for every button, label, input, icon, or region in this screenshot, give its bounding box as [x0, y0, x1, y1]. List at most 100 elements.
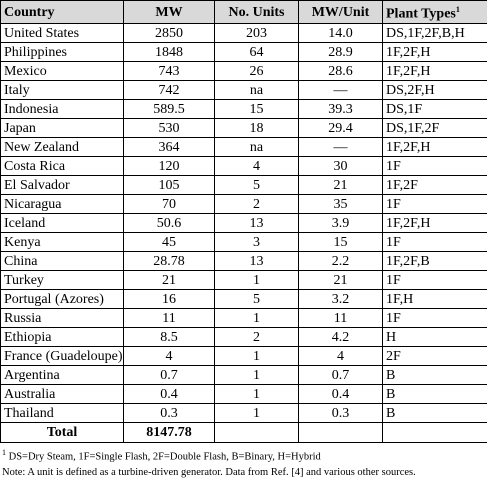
table-row: Portugal (Azores) 16 5 3.2 1F,H — [0, 289, 487, 309]
table-cell: Costa Rica — [0, 156, 124, 176]
table-cell: na — [214, 137, 299, 157]
table-cell: 4 — [298, 346, 383, 366]
header-text: Plant Types — [386, 6, 456, 22]
table-cell: 2.2 — [298, 251, 383, 271]
table-cell: Indonesia — [0, 99, 124, 119]
table-cell: Ethiopia — [0, 327, 124, 347]
table-row: Thailand 0.3 1 0.3 B — [0, 403, 487, 423]
header-row: Country MW No. Units MW/Unit Plant Types… — [0, 0, 487, 24]
table-cell: 0.3 — [123, 403, 215, 423]
table-cell: 1F — [382, 194, 487, 214]
table-row: Indonesia 589.5 15 39.3 DS,1F — [0, 99, 487, 119]
footnote-text: DS=Dry Steam, 1F=Single Flash, 2F=Double… — [8, 451, 321, 463]
table-cell: 14.0 — [298, 23, 383, 43]
table-row: China 28.78 13 2.2 1F,2F,B — [0, 251, 487, 271]
table-cell: 4 — [214, 156, 299, 176]
table-cell: 1F,2F,H — [382, 213, 487, 233]
table-row: France (Guadeloupe) 4 1 4 2F — [0, 346, 487, 366]
table-cell: New Zealand — [0, 137, 124, 157]
table-cell: 21 — [123, 270, 215, 290]
table-cell: 21 — [298, 270, 383, 290]
table-cell: 18 — [214, 118, 299, 138]
header-cell: MW/Unit — [298, 0, 383, 24]
footnote-mark: 1 — [455, 5, 460, 15]
table-cell: 1 — [214, 365, 299, 385]
table-cell: 2 — [214, 194, 299, 214]
table-cell: 64 — [214, 42, 299, 62]
table-cell: Russia — [0, 308, 124, 328]
table-cell: France (Guadeloupe) — [0, 346, 124, 366]
table: Country MW No. Units MW/Unit Plant Types… — [0, 0, 487, 443]
table-cell: 11 — [298, 308, 383, 328]
table-row: Iceland 50.6 13 3.9 1F,2F,H — [0, 213, 487, 233]
footnote: 1 DS=Dry Steam, 1F=Single Flash, 2F=Doub… — [0, 445, 487, 465]
footnote-mark: 1 — [2, 448, 6, 457]
table-cell: Australia — [0, 384, 124, 404]
table-row: Nicaragua 70 2 35 1F — [0, 194, 487, 214]
table-cell: 28.9 — [298, 42, 383, 62]
header-cell: Plant Types1 — [382, 0, 487, 24]
table-cell: 28.6 — [298, 61, 383, 81]
table-cell: United States — [0, 23, 124, 43]
note: Note: A unit is defined as a turbine-dri… — [2, 466, 416, 478]
table-cell: 13 — [214, 213, 299, 233]
table-cell: Portugal (Azores) — [0, 289, 124, 309]
table-cell: 364 — [123, 137, 215, 157]
table-row: Turkey 21 1 21 1F — [0, 270, 487, 290]
table-cell: China — [0, 251, 124, 271]
table-cell: 1 — [214, 270, 299, 290]
table-cell: 1848 — [123, 42, 215, 62]
table-cell: 26 — [214, 61, 299, 81]
table-cell: Japan — [0, 118, 124, 138]
table-cell: 2F — [382, 346, 487, 366]
table-cell: 15 — [298, 232, 383, 252]
table-cell: 21 — [298, 175, 383, 195]
table-cell: 743 — [123, 61, 215, 81]
table-cell: 4 — [123, 346, 215, 366]
table-row: Italy 742 na — DS,2F,H — [0, 80, 487, 100]
total-row: Total 8147.78 — [0, 422, 487, 443]
table-cell: 1F,2F — [382, 175, 487, 195]
table-cell: 0.7 — [298, 365, 383, 385]
table-row: Kenya 45 3 15 1F — [0, 232, 487, 252]
table-row: Australia 0.4 1 0.4 B — [0, 384, 487, 404]
table-cell: Thailand — [0, 403, 124, 423]
table-cell: 3.9 — [298, 213, 383, 233]
table-cell: 203 — [214, 23, 299, 43]
table-cell: 1F — [382, 232, 487, 252]
table-cell: 1F — [382, 308, 487, 328]
table-cell: B — [382, 365, 487, 385]
table-cell: Mexico — [0, 61, 124, 81]
table-cell: 29.4 — [298, 118, 383, 138]
header-cell: No. Units — [214, 0, 299, 24]
table-cell: 50.6 — [123, 213, 215, 233]
table-cell: — — [298, 80, 383, 100]
table-row: Philippines 1848 64 28.9 1F,2F,H — [0, 42, 487, 62]
table-cell: 589.5 — [123, 99, 215, 119]
table-cell: DS,1F — [382, 99, 487, 119]
table-cell: 1F,2F,H — [382, 137, 487, 157]
table-cell: 5 — [214, 289, 299, 309]
table-cell: — — [298, 137, 383, 157]
total-label: Total — [0, 422, 124, 443]
table-cell: 0.4 — [298, 384, 383, 404]
table-cell: 5 — [214, 175, 299, 195]
header-cell: MW — [123, 0, 215, 24]
table-cell: 0.7 — [123, 365, 215, 385]
table-cell: Italy — [0, 80, 124, 100]
table-cell: 2850 — [123, 23, 215, 43]
table-cell: 105 — [123, 175, 215, 195]
table-cell: 0.3 — [298, 403, 383, 423]
table-cell: 8.5 — [123, 327, 215, 347]
table-cell: Philippines — [0, 42, 124, 62]
empty-cell — [214, 422, 299, 443]
table-cell: Kenya — [0, 232, 124, 252]
table-cell: 13 — [214, 251, 299, 271]
table-cell: 1 — [214, 403, 299, 423]
empty-cell — [382, 422, 487, 443]
table-cell: 1F,2F,H — [382, 42, 487, 62]
table-cell: DS,1F,2F — [382, 118, 487, 138]
table-cell: 39.3 — [298, 99, 383, 119]
table-row: Russia 11 1 11 1F — [0, 308, 487, 328]
table-cell: El Salvador — [0, 175, 124, 195]
